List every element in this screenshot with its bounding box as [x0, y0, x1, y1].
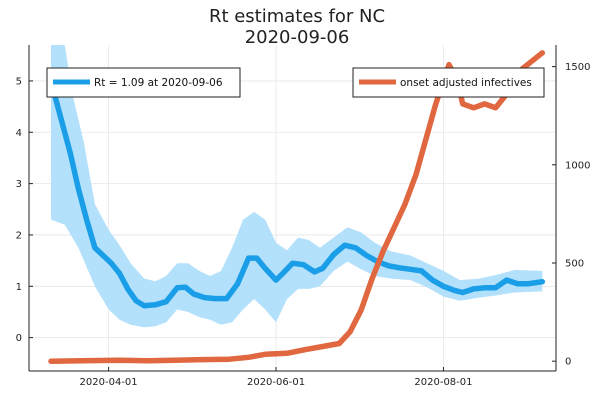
chart-title: Rt estimates for NC	[209, 6, 385, 27]
y-left-tick-label: 3	[16, 179, 22, 190]
chart-subtitle: 2020-09-06	[245, 27, 350, 48]
y-left-tick-label: 2	[16, 230, 22, 241]
y-right-tick-label: 1000	[565, 160, 590, 171]
legend-infectives: onset adjusted infectives	[352, 67, 545, 98]
legend-rt-label: Rt = 1.09 at 2020-09-06	[94, 77, 223, 89]
tick-labels: 0 1 2 3 4 5 0 500 1000 1500 2020-04-01 2020-06-01 20…	[16, 62, 591, 388]
x-tick-label: 2020-08-01	[414, 377, 472, 388]
y-left-tick-label: 4	[16, 128, 22, 139]
y-right-tick-label: 1500	[565, 62, 590, 73]
rt-series-line	[48, 78, 546, 309]
x-tick-label: 2020-04-01	[80, 377, 138, 388]
infectives-series-line	[48, 50, 546, 364]
y-left-tick-label: 0	[16, 333, 22, 344]
x-tick-label: 2020-06-01	[247, 377, 305, 388]
y-left-tick-label: 1	[16, 282, 22, 293]
y-right-tick-label: 500	[565, 258, 584, 269]
axes-frame	[28, 45, 557, 372]
plot-area	[48, 45, 546, 364]
rt-confidence-band	[51, 45, 543, 328]
y-right-tick-label: 0	[565, 357, 571, 368]
y-left-tick-label: 5	[16, 76, 22, 87]
legend-rt: Rt = 1.09 at 2020-09-06	[46, 67, 241, 98]
legend-infectives-label: onset adjusted infectives	[400, 77, 532, 89]
series-layer	[48, 45, 546, 364]
